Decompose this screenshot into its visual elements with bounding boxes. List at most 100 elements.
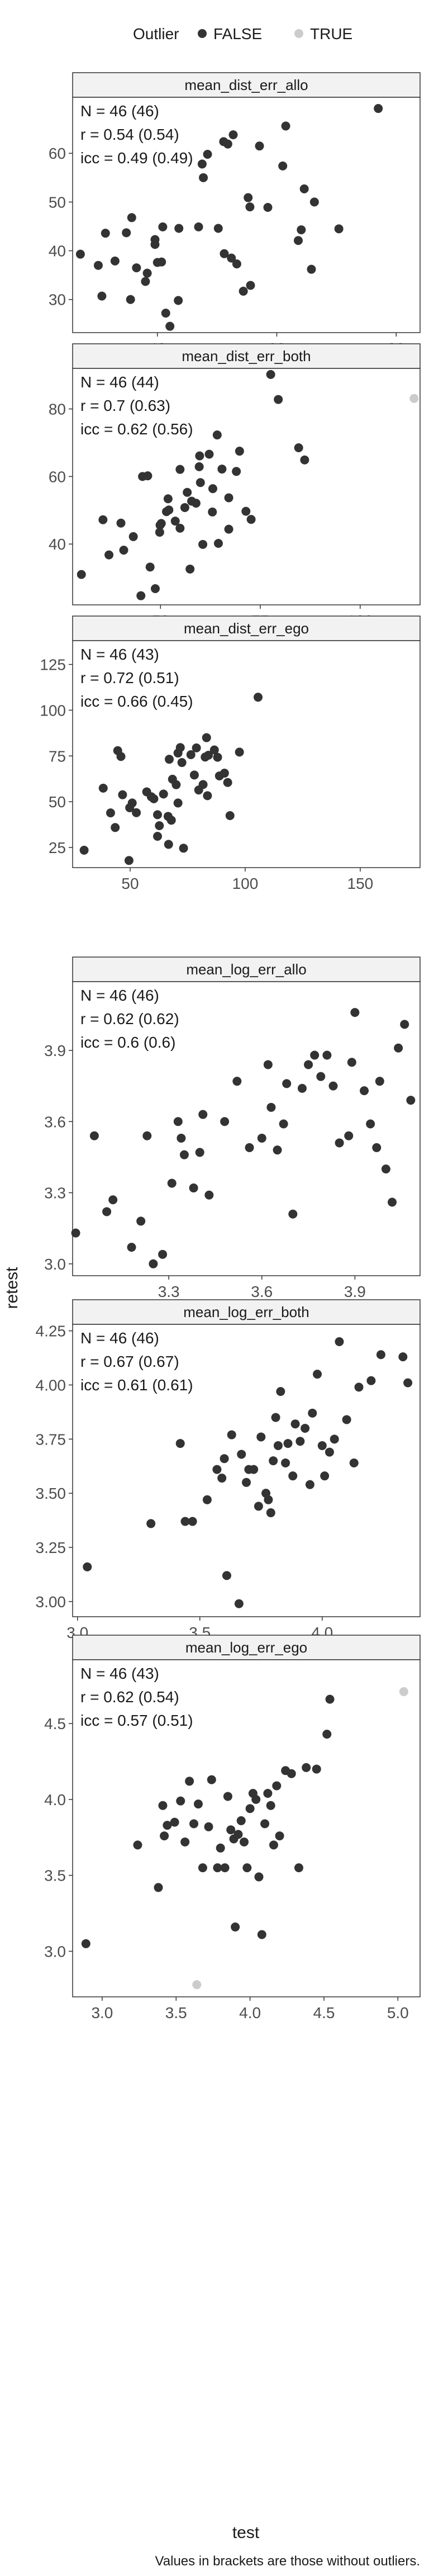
data-point <box>260 1819 270 1829</box>
data-point <box>276 1387 285 1396</box>
data-point <box>174 224 184 233</box>
data-point <box>150 584 160 593</box>
data-point <box>394 1043 403 1053</box>
data-point <box>89 1131 99 1140</box>
data-point <box>236 1816 246 1825</box>
data-point <box>224 524 233 534</box>
panel-frame <box>72 981 421 1276</box>
data-point <box>102 1207 112 1216</box>
data-point <box>310 1050 320 1060</box>
data-point <box>152 832 162 841</box>
data-point <box>133 1840 142 1850</box>
data-point <box>142 1131 152 1140</box>
legend-label-true: TRUE <box>310 25 352 42</box>
data-point <box>150 235 160 244</box>
data-point <box>170 1817 179 1827</box>
y-tick-label: 40 <box>49 243 66 260</box>
stat-label: r = 0.67 (0.67) <box>80 1353 179 1370</box>
data-point <box>239 286 248 296</box>
data-point <box>189 1819 199 1829</box>
data-point <box>245 202 255 212</box>
outlier-point <box>409 394 419 403</box>
data-point <box>322 1730 332 1739</box>
data-point <box>122 228 131 238</box>
data-point <box>196 478 205 487</box>
facet-title: mean_log_err_ego <box>185 1639 307 1656</box>
data-point <box>241 506 251 516</box>
data-point <box>290 1419 300 1429</box>
data-point <box>300 455 309 465</box>
data-point <box>194 222 203 231</box>
data-point <box>349 1458 359 1467</box>
x-tick-label: 100 <box>232 875 259 892</box>
outlier-point <box>399 1687 408 1697</box>
data-point <box>295 1437 305 1446</box>
data-point <box>183 487 192 497</box>
data-point <box>164 505 174 515</box>
legend-label-false: FALSE <box>213 25 262 42</box>
y-tick-label: 3.9 <box>44 1042 66 1059</box>
facet-strip <box>72 343 421 369</box>
data-point <box>263 1789 273 1798</box>
data-point <box>288 1209 298 1219</box>
x-tick-label: 4.0 <box>239 2004 261 2021</box>
data-point <box>208 507 217 517</box>
data-point <box>330 1434 339 1444</box>
data-point <box>293 236 303 245</box>
data-point <box>398 1352 408 1362</box>
data-point <box>198 1863 207 1873</box>
data-point <box>335 1337 344 1346</box>
data-point <box>264 1495 273 1504</box>
data-point <box>232 467 241 476</box>
data-point <box>375 1077 384 1086</box>
y-tick-label: 3.0 <box>44 1256 66 1273</box>
data-point <box>159 789 168 799</box>
data-point <box>266 1801 275 1810</box>
data-point <box>165 755 174 764</box>
y-tick-label: 4.00 <box>36 1376 66 1394</box>
stat-label: N = 46 (44) <box>80 373 159 391</box>
facet-strip <box>72 956 421 982</box>
data-point <box>116 752 126 761</box>
stat-label: r = 0.62 (0.54) <box>80 1688 179 1706</box>
y-tick-label: 4.5 <box>44 1715 66 1732</box>
data-point <box>313 1370 322 1379</box>
data-point <box>347 1058 356 1067</box>
data-point <box>251 1794 261 1804</box>
data-point <box>155 528 164 537</box>
data-point <box>204 750 213 760</box>
data-point <box>335 1138 344 1148</box>
data-point <box>202 1495 212 1504</box>
data-point <box>204 1190 214 1200</box>
data-point <box>227 1430 236 1439</box>
facet-panel: mean_dist_err_ego 25 50 75 100 125 50 100 150 N =… <box>40 615 421 892</box>
data-point <box>127 798 137 808</box>
y-tick-label: 4.0 <box>44 1791 66 1808</box>
data-point <box>213 1863 222 1873</box>
data-point <box>322 1050 332 1060</box>
data-point <box>308 1408 317 1418</box>
data-point <box>101 229 110 238</box>
data-point <box>212 430 222 440</box>
data-point <box>111 823 120 832</box>
facet-panel: mean_log_err_both 3.00 3.25 3.50 3.75 4.00 4.2… <box>36 1299 421 1641</box>
data-point <box>223 1792 232 1801</box>
data-point <box>202 733 211 742</box>
panel-frame <box>72 1659 421 1997</box>
y-tick-label: 3.00 <box>36 1593 66 1611</box>
y-tick-label: 60 <box>49 145 66 162</box>
data-point <box>254 1872 264 1882</box>
stat-label: r = 0.62 (0.62) <box>80 1010 179 1027</box>
y-tick-label: 3.75 <box>36 1431 66 1448</box>
stat-label: icc = 0.66 (0.45) <box>80 693 193 710</box>
data-point <box>316 1072 326 1081</box>
data-point <box>173 1117 183 1126</box>
data-point <box>158 1249 168 1259</box>
data-point <box>279 1119 288 1129</box>
data-point <box>220 769 229 778</box>
data-point <box>235 747 244 757</box>
x-tick-label: 3.6 <box>251 1283 273 1300</box>
data-point <box>136 591 146 600</box>
data-point <box>180 1517 190 1526</box>
facet-panel: mean_log_err_ego 3.0 3.5 4.0 4.5 3.0 3.5 4.0 4.5… <box>44 1635 421 2021</box>
